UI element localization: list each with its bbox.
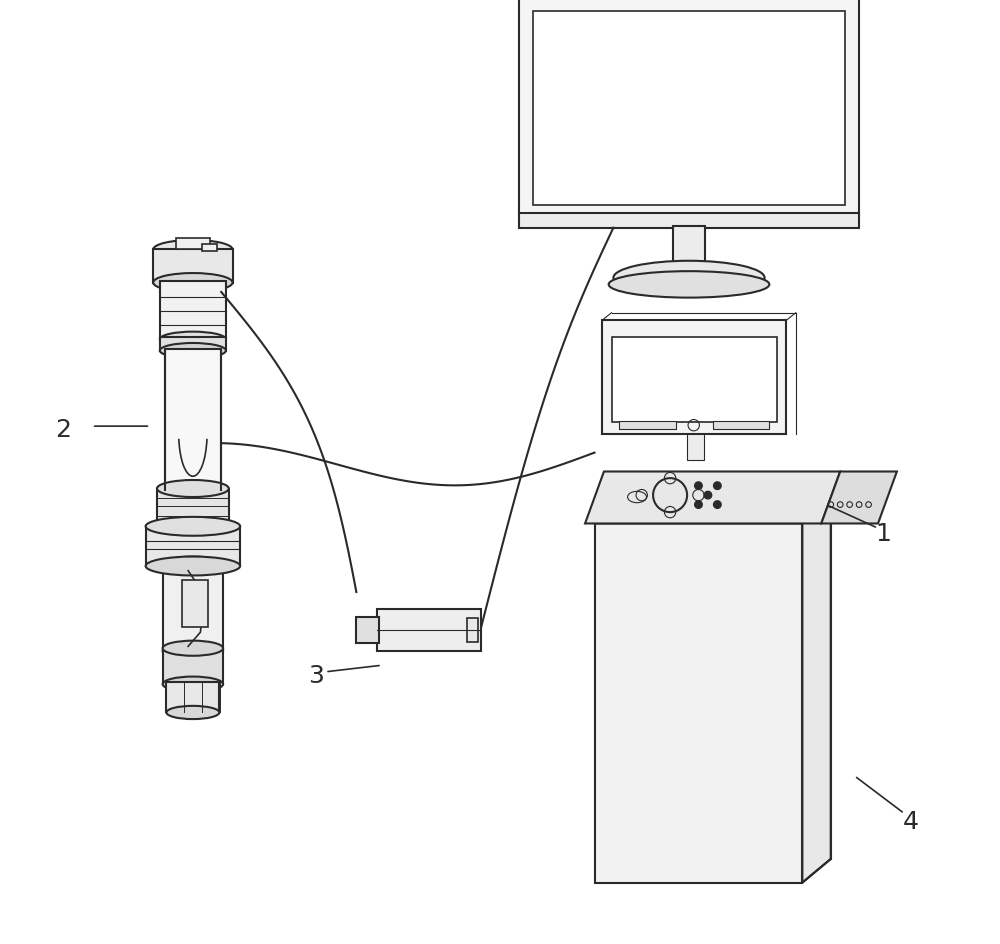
Circle shape xyxy=(714,501,721,509)
Ellipse shape xyxy=(153,274,233,293)
FancyBboxPatch shape xyxy=(602,321,786,434)
Text: 1: 1 xyxy=(875,521,891,546)
Ellipse shape xyxy=(163,557,223,572)
Ellipse shape xyxy=(163,641,223,656)
Circle shape xyxy=(714,482,721,490)
Ellipse shape xyxy=(153,241,233,260)
Text: 4: 4 xyxy=(903,809,919,834)
FancyBboxPatch shape xyxy=(146,527,240,566)
Ellipse shape xyxy=(146,517,240,536)
FancyBboxPatch shape xyxy=(713,422,769,430)
FancyBboxPatch shape xyxy=(153,250,233,283)
Ellipse shape xyxy=(146,557,240,576)
Circle shape xyxy=(695,501,702,509)
FancyBboxPatch shape xyxy=(176,239,210,250)
FancyBboxPatch shape xyxy=(467,618,478,642)
FancyBboxPatch shape xyxy=(519,213,859,228)
Polygon shape xyxy=(802,500,831,883)
FancyBboxPatch shape xyxy=(163,565,223,651)
FancyBboxPatch shape xyxy=(612,338,777,423)
Ellipse shape xyxy=(160,332,226,347)
FancyBboxPatch shape xyxy=(377,609,481,651)
FancyBboxPatch shape xyxy=(533,12,845,206)
FancyBboxPatch shape xyxy=(619,422,676,430)
FancyBboxPatch shape xyxy=(165,349,221,491)
Circle shape xyxy=(704,492,712,499)
FancyBboxPatch shape xyxy=(687,434,704,461)
Ellipse shape xyxy=(609,272,769,298)
FancyBboxPatch shape xyxy=(160,338,226,351)
Polygon shape xyxy=(594,500,831,524)
FancyBboxPatch shape xyxy=(202,244,217,252)
Text: 3: 3 xyxy=(308,663,324,687)
FancyBboxPatch shape xyxy=(594,524,802,883)
Ellipse shape xyxy=(613,261,765,295)
FancyBboxPatch shape xyxy=(356,617,379,644)
Circle shape xyxy=(695,482,702,490)
FancyBboxPatch shape xyxy=(166,683,219,713)
Polygon shape xyxy=(821,472,897,524)
FancyBboxPatch shape xyxy=(182,581,208,628)
Text: 2: 2 xyxy=(55,417,71,442)
Ellipse shape xyxy=(163,644,223,659)
FancyBboxPatch shape xyxy=(163,649,223,684)
FancyBboxPatch shape xyxy=(673,227,705,272)
Ellipse shape xyxy=(166,706,219,719)
Polygon shape xyxy=(585,472,840,524)
Ellipse shape xyxy=(157,520,229,537)
Ellipse shape xyxy=(163,677,223,692)
Ellipse shape xyxy=(157,480,229,497)
FancyBboxPatch shape xyxy=(160,281,226,340)
FancyBboxPatch shape xyxy=(519,0,859,217)
Ellipse shape xyxy=(160,344,226,359)
FancyBboxPatch shape xyxy=(157,489,229,529)
